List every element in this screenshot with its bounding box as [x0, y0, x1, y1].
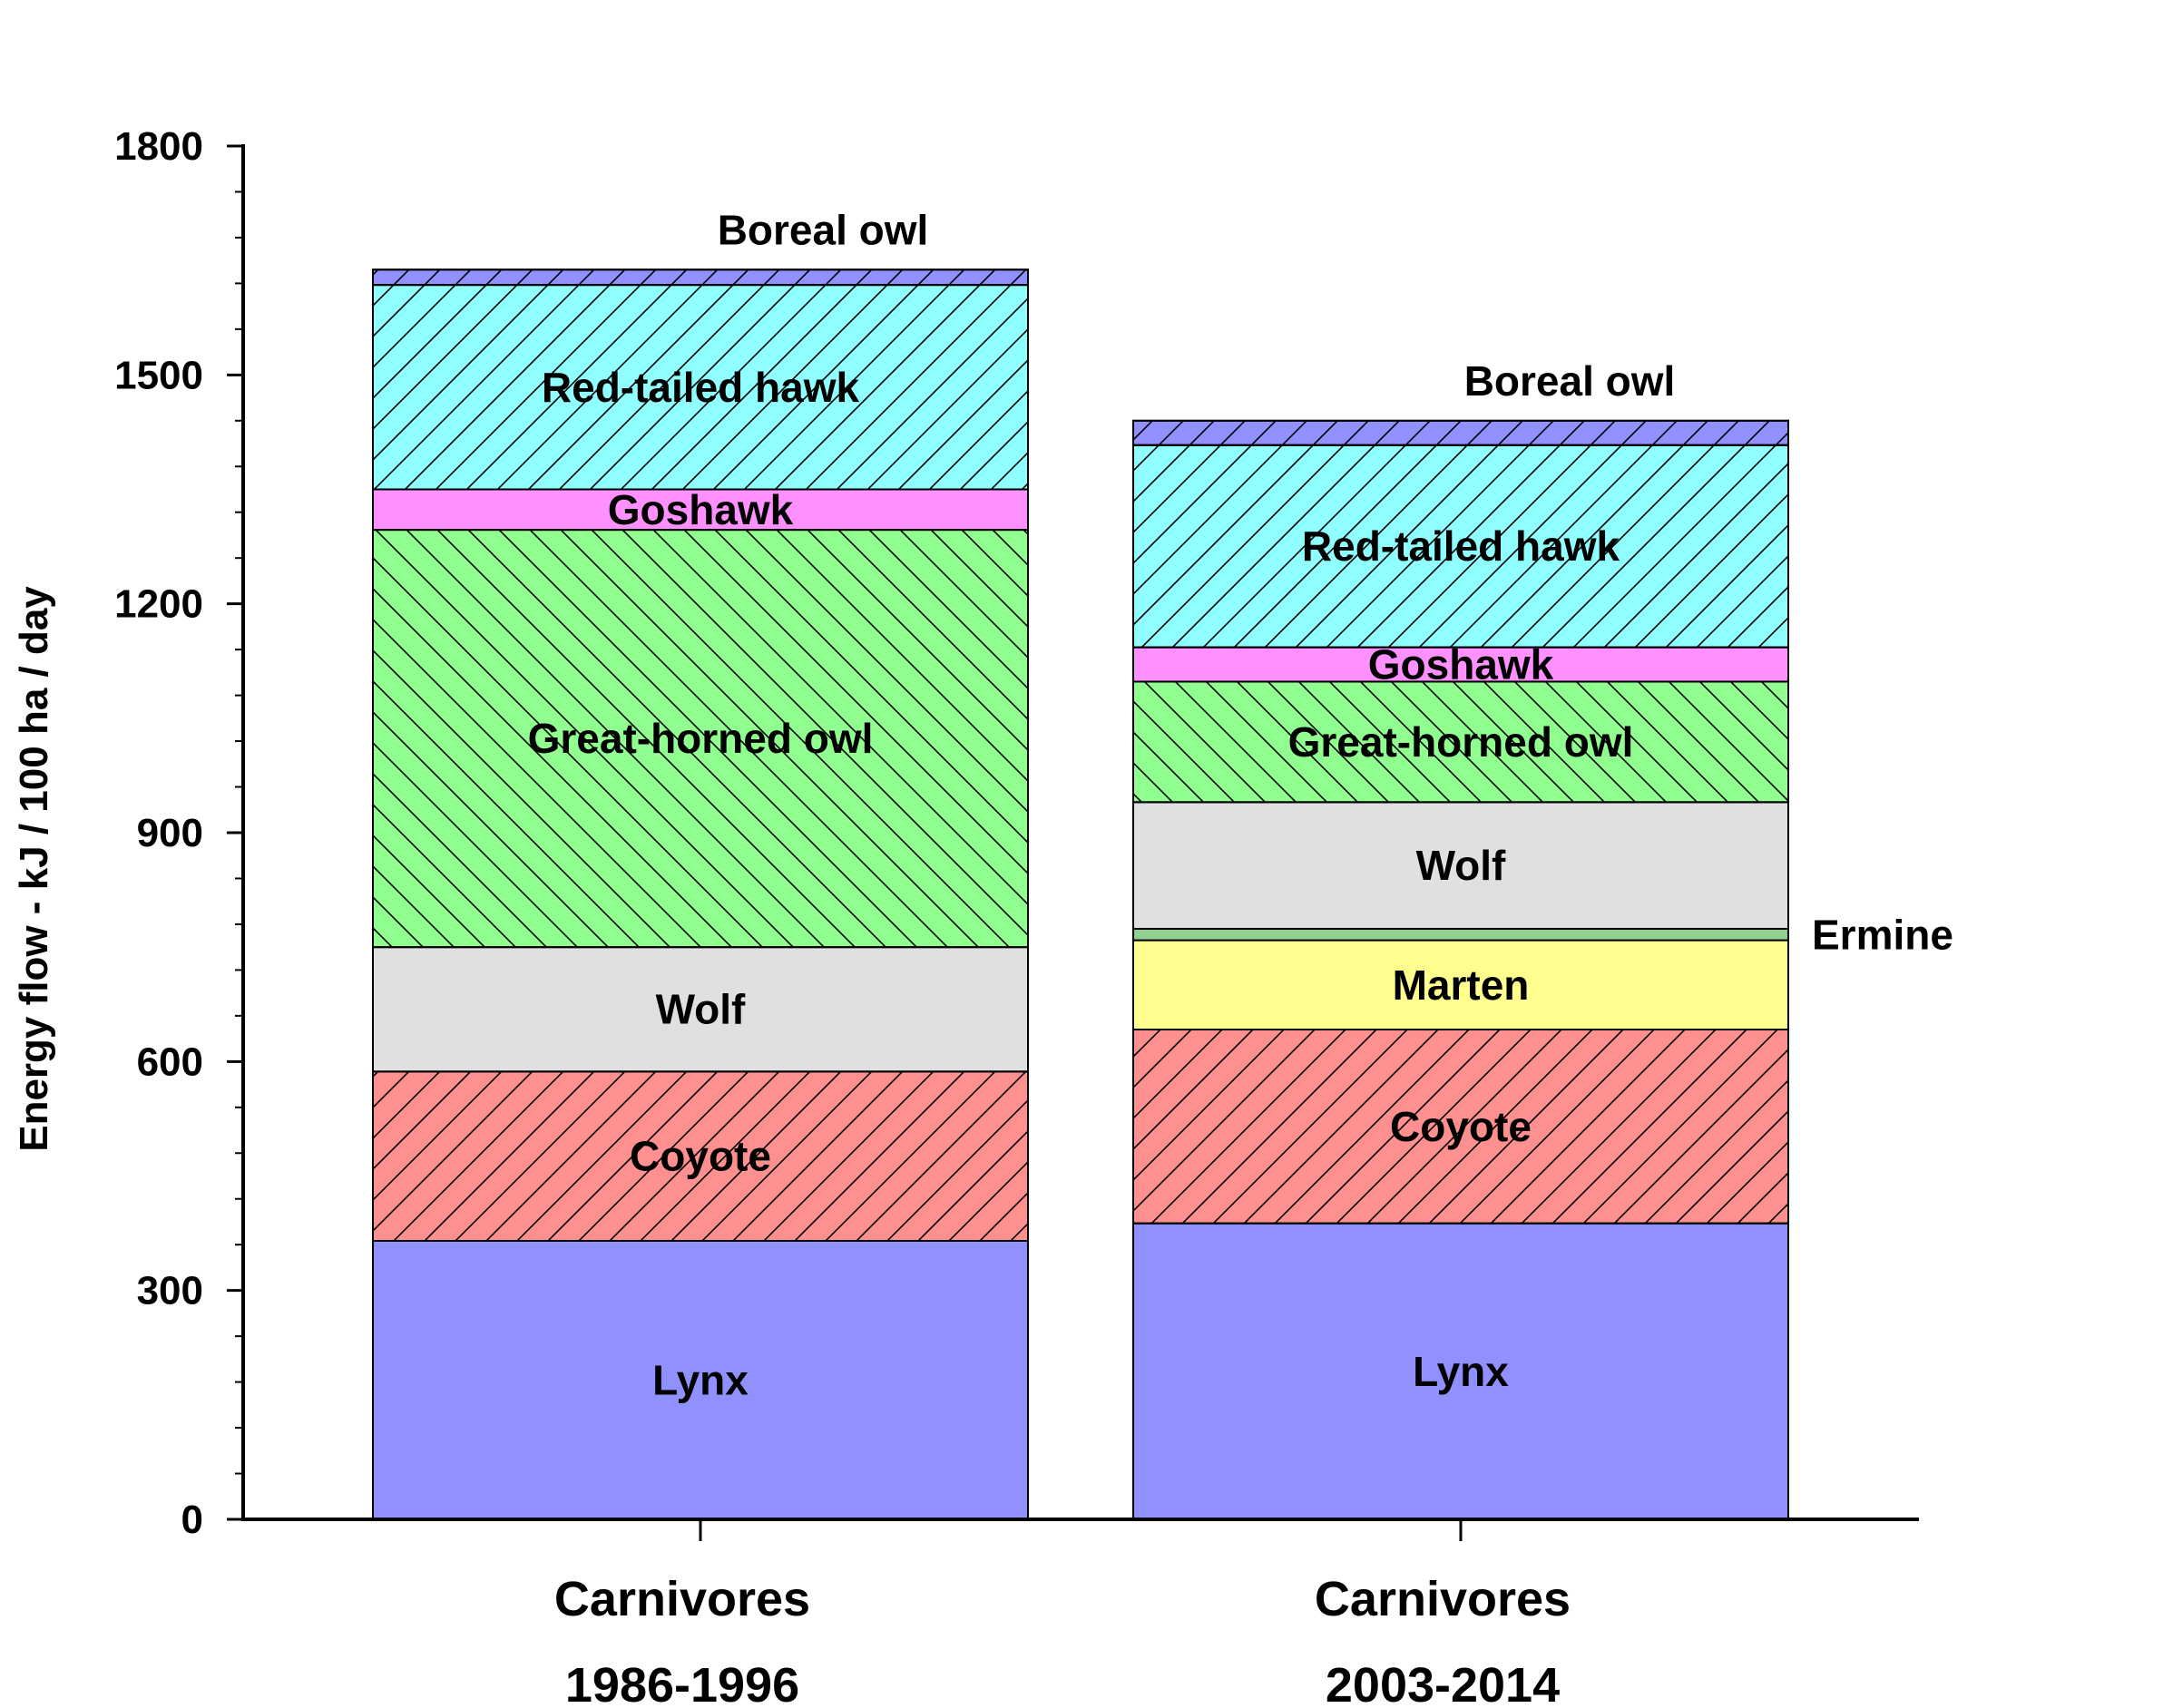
- bar-segment-marten: [1132, 939, 1789, 1031]
- segment-label-wolf: Wolf: [656, 986, 746, 1033]
- x-axis: Carnivores 1986-1996 Carnivores 2003-2014: [241, 1518, 1919, 1708]
- y-tick-label: 1200: [114, 582, 203, 627]
- bar-segment-coyote: [1132, 1029, 1789, 1225]
- bar-segment-goshawk: [372, 488, 1029, 532]
- x-category-period: 1986-1996: [565, 1658, 799, 1708]
- segment-label-boreal-owl: Boreal owl: [1464, 357, 1676, 405]
- segment-label-ermine: Ermine: [1812, 911, 1953, 958]
- segment-label-wolf: Wolf: [1416, 842, 1506, 889]
- segment-label-goshawk: Goshawk: [608, 486, 794, 533]
- bar-segment-ermine: [1132, 927, 1789, 942]
- y-tick-label: 1500: [114, 353, 203, 397]
- bar-segment-lynx: [1132, 1222, 1789, 1521]
- segment-label-goshawk: Goshawk: [1368, 641, 1554, 688]
- bars: [372, 268, 1789, 1521]
- y-axis-title: Energy flow - kJ / 100 ha / day: [12, 586, 56, 1152]
- segment-label-boreal-owl: Boreal owl: [718, 206, 929, 253]
- bar-segment-wolf: [1132, 801, 1789, 930]
- bar-segment-lynx: [372, 1239, 1029, 1520]
- segment-label-great-horned-owl: Great-horned owl: [528, 715, 874, 762]
- x-category-label: Carnivores: [1315, 1572, 1571, 1626]
- segment-label-great-horned-owl: Great-horned owl: [1288, 718, 1634, 766]
- x-category-period: 2003-2014: [1326, 1658, 1560, 1708]
- bar-segment-boreal-owl: [1132, 419, 1789, 446]
- y-tick-label: 300: [137, 1269, 203, 1313]
- bar-segment-boreal-owl: [372, 268, 1029, 287]
- x-category-label: Carnivores: [554, 1572, 810, 1626]
- y-tick-label: 1800: [114, 124, 203, 169]
- bar-segment-wolf: [372, 946, 1029, 1073]
- bar-segment-great-horned-owl: [372, 529, 1029, 949]
- bar-segment-red-tailed-hawk: [372, 284, 1029, 491]
- segment-label-red-tailed-hawk: Red-tailed hawk: [542, 364, 860, 411]
- segment-label-coyote: Coyote: [1390, 1103, 1532, 1150]
- y-tick-label: 600: [137, 1039, 203, 1084]
- segment-label-coyote: Coyote: [630, 1133, 771, 1180]
- segment-label-lynx: Lynx: [1413, 1348, 1509, 1395]
- y-axis-ticks: 0 300 600 900 1200 1500 1800: [114, 124, 245, 1542]
- bar-segment-red-tailed-hawk: [1132, 444, 1789, 649]
- segment-label-lynx: Lynx: [652, 1356, 749, 1403]
- segment-labels: Lynx Coyote Wolf Great-horned owl Goshawk Red…: [528, 206, 1953, 1403]
- segment-label-marten: Marten: [1393, 961, 1530, 1009]
- y-tick-label: 900: [137, 811, 203, 855]
- bar-segment-coyote: [372, 1070, 1029, 1242]
- y-tick-label: 0: [181, 1498, 203, 1542]
- segment-label-red-tailed-hawk: Red-tailed hawk: [1302, 522, 1620, 570]
- bar-segment-great-horned-owl: [1132, 680, 1789, 804]
